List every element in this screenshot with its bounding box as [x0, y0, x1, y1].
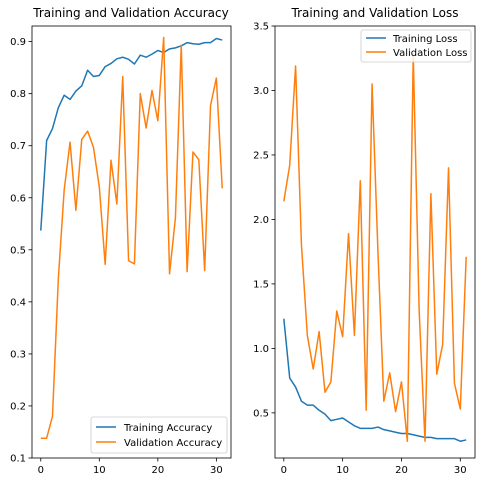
accuracy-ytick-label: 0.7 — [10, 141, 26, 152]
loss-yticks: 0.5 1.0 1.5 2.0 2.5 3.0 3.5 — [253, 22, 275, 419]
training-accuracy-line — [40, 37, 223, 231]
legend-training-accuracy-label: Training Accuracy — [123, 423, 212, 434]
accuracy-ytick-label: 0.2 — [10, 401, 26, 412]
accuracy-xtick-label: 10 — [93, 465, 106, 476]
loss-lines — [283, 53, 467, 442]
accuracy-xtick-label: 30 — [210, 465, 223, 476]
loss-xtick-label: 30 — [454, 465, 467, 476]
accuracy-ytick-label: 0.8 — [10, 89, 26, 100]
loss-ytick-label: 1.5 — [253, 279, 269, 290]
accuracy-chart: Training and Validation Accuracy 0.10.20… — [10, 6, 232, 476]
accuracy-xtick-label: 20 — [151, 465, 164, 476]
loss-xtick-label: 20 — [395, 465, 408, 476]
loss-xtick-label: 10 — [336, 465, 349, 476]
validation-accuracy-line — [40, 36, 223, 439]
loss-chart-title: Training and Validation Loss — [291, 6, 459, 20]
loss-legend: Training Loss Validation Loss — [360, 29, 472, 63]
legend-validation-loss-label: Validation Loss — [393, 48, 468, 59]
loss-ytick-label: 3.0 — [253, 86, 269, 97]
accuracy-axes-frame — [31, 25, 232, 459]
loss-axes-frame — [274, 25, 476, 459]
loss-ytick-label: 3.5 — [253, 22, 269, 33]
validation-loss-line — [283, 53, 467, 442]
accuracy-ytick-label: 0.9 — [10, 37, 26, 48]
training-loss-line — [283, 318, 467, 442]
accuracy-ytick-label: 0.3 — [10, 349, 26, 360]
loss-legend-box — [360, 29, 472, 63]
loss-ytick-label: 1.0 — [253, 344, 269, 355]
legend-training-loss-label: Training Loss — [392, 34, 458, 45]
legend-validation-accuracy-label: Validation Accuracy — [124, 438, 222, 449]
loss-ytick-label: 2.0 — [253, 215, 269, 226]
accuracy-ytick-label: 0.6 — [10, 193, 26, 204]
loss-xticks: 0 10 20 30 — [281, 458, 467, 476]
accuracy-xtick-label: 0 — [38, 465, 44, 476]
loss-ytick-label: 2.5 — [253, 150, 269, 161]
accuracy-legend: Training Accuracy Validation Accuracy — [90, 416, 228, 454]
loss-xtick-label: 0 — [281, 465, 287, 476]
accuracy-chart-title: Training and Validation Accuracy — [32, 6, 228, 20]
loss-ytick-label: 0.5 — [253, 408, 269, 419]
accuracy-ytick-label: 0.4 — [10, 297, 26, 308]
loss-chart: Training and Validation Loss 0.5 1.0 1.5 2.… — [253, 6, 476, 476]
accuracy-ytick-label: 0.5 — [10, 245, 26, 256]
accuracy-yticks: 0.1 0.2 0.3 0.4 0.5 0.6 0.7 0.8 0.9 — [10, 37, 32, 465]
accuracy-lines — [40, 36, 223, 439]
accuracy-legend-box — [90, 416, 228, 454]
accuracy-xticks: 0 10 20 30 — [38, 458, 223, 476]
accuracy-ytick-label: 0.1 — [10, 454, 26, 465]
